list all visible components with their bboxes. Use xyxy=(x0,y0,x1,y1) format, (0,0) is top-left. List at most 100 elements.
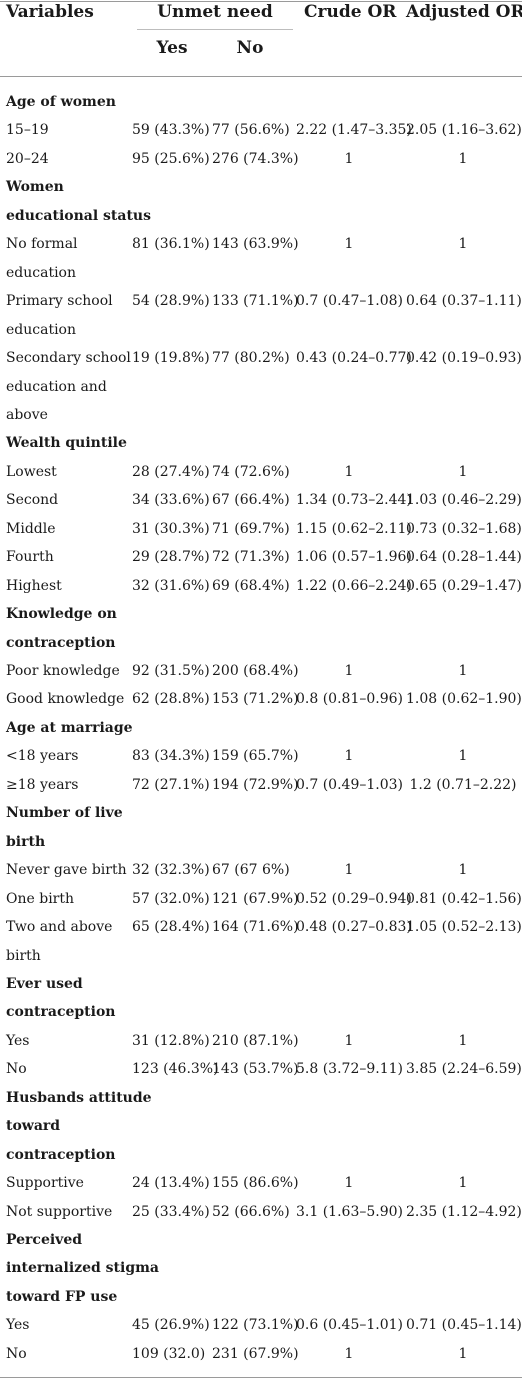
cell-adjusted-or: 1 xyxy=(458,464,468,480)
section-title: Husbands attitude xyxy=(6,1090,152,1106)
cell-yes: 32 (31.6%) xyxy=(132,578,210,594)
cell-adjusted-or: 0.65 (0.29–1.47) xyxy=(406,578,522,594)
row-label: education and xyxy=(6,379,107,395)
row-label: Secondary school xyxy=(6,350,131,366)
cell-crude-or: 1 xyxy=(344,236,354,252)
cell-adjusted-or: 0.64 (0.28–1.44) xyxy=(406,549,522,565)
section-title: Ever used xyxy=(6,976,83,992)
cell-adjusted-or: 1 xyxy=(458,1033,468,1049)
section-title: toward xyxy=(6,1118,61,1134)
cell-yes: 109 (32.0) xyxy=(132,1346,206,1362)
cell-yes: 123 (46.3%) xyxy=(132,1061,219,1077)
row-label: No xyxy=(6,1346,27,1362)
cell-adjusted-or: 0.81 (0.42–1.56) xyxy=(406,891,522,907)
cell-crude-or: 1.06 (0.57–1.96) xyxy=(296,549,412,565)
cell-yes: 31 (12.8%) xyxy=(132,1033,210,1049)
header-crude-or: Crude OR xyxy=(304,2,397,22)
row-label: Two and above xyxy=(6,919,113,935)
cell-crude-or: 1 xyxy=(344,1033,354,1049)
row-label: <18 years xyxy=(6,748,79,764)
cell-adjusted-or: 1 xyxy=(458,1346,468,1362)
cell-crude-or: 0.52 (0.29–0.94) xyxy=(296,891,412,907)
header-variables: Variables xyxy=(6,2,94,22)
cell-crude-or: 1.34 (0.73–2.44) xyxy=(296,492,412,508)
header-yes: Yes xyxy=(156,38,188,58)
cell-yes: 28 (27.4%) xyxy=(132,464,210,480)
unmet-need-rule xyxy=(137,29,293,30)
cell-yes: 45 (26.9%) xyxy=(132,1317,210,1333)
cell-adjusted-or: 1 xyxy=(458,862,468,878)
cell-crude-or: 2.22 (1.47–3.35) xyxy=(296,122,412,138)
section-title: contraception xyxy=(6,1004,116,1020)
cell-yes: 25 (33.4%) xyxy=(132,1204,210,1220)
cell-crude-or: 0.43 (0.24–0.77) xyxy=(296,350,412,366)
cell-no: 77 (80.2%) xyxy=(212,350,290,366)
cell-no: 155 (86.6%) xyxy=(212,1175,299,1191)
cell-crude-or: 1.22 (0.66–2.24) xyxy=(296,578,412,594)
cell-adjusted-or: 1 xyxy=(458,748,468,764)
cell-yes: 24 (13.4%) xyxy=(132,1175,210,1191)
row-label: Primary school xyxy=(6,293,113,309)
cell-crude-or: 1 xyxy=(344,663,354,679)
section-title: contraception xyxy=(6,635,116,651)
cell-no: 159 (65.7%) xyxy=(212,748,299,764)
cell-yes: 83 (34.3%) xyxy=(132,748,210,764)
cell-crude-or: 1.15 (0.62–2.11) xyxy=(296,521,412,537)
header-no: No xyxy=(236,38,264,58)
row-label: above xyxy=(6,407,48,423)
cell-no: 200 (68.4%) xyxy=(212,663,299,679)
cell-crude-or: 3.1 (1.63–5.90) xyxy=(296,1204,403,1220)
cell-no: 67 (66.4%) xyxy=(212,492,290,508)
cell-adjusted-or: 3.85 (2.24–6.59) xyxy=(406,1061,522,1077)
cell-no: 164 (71.6%) xyxy=(212,919,299,935)
cell-yes: 57 (32.0%) xyxy=(132,891,210,907)
row-label: 20–24 xyxy=(6,151,49,167)
row-label: Not supportive xyxy=(6,1204,113,1220)
section-title: Knowledge on xyxy=(6,606,117,622)
section-title: Women xyxy=(6,179,64,195)
row-label: Never gave birth xyxy=(6,862,127,878)
cell-no: 143 (53.7%) xyxy=(212,1061,299,1077)
cell-no: 72 (71.3%) xyxy=(212,549,290,565)
cell-crude-or: 1 xyxy=(344,151,354,167)
cell-no: 71 (69.7%) xyxy=(212,521,290,537)
cell-crude-or: 1 xyxy=(344,464,354,480)
cell-no: 210 (87.1%) xyxy=(212,1033,299,1049)
cell-adjusted-or: 2.05 (1.16–3.62) xyxy=(406,122,522,138)
row-label: Lowest xyxy=(6,464,57,480)
section-title: Age of women xyxy=(6,94,116,110)
cell-crude-or: 5.8 (3.72–9.11) xyxy=(296,1061,403,1077)
row-label: 15–19 xyxy=(6,122,49,138)
cell-crude-or: 1 xyxy=(344,862,354,878)
section-title: educational status xyxy=(6,208,151,224)
cell-adjusted-or: 0.42 (0.19–0.93) xyxy=(406,350,522,366)
header-rule xyxy=(0,76,522,77)
row-label: education xyxy=(6,265,76,281)
cell-yes: 92 (31.5%) xyxy=(132,663,210,679)
row-label: Yes xyxy=(6,1033,30,1049)
cell-yes: 81 (36.1%) xyxy=(132,236,210,252)
row-label: Yes xyxy=(6,1317,30,1333)
section-title: toward FP use xyxy=(6,1289,118,1305)
header-adjusted-or: Adjusted OR xyxy=(406,2,522,22)
cell-no: 133 (71.1%) xyxy=(212,293,299,309)
header-unmet-need: Unmet need xyxy=(157,2,273,22)
cell-no: 194 (72.9%) xyxy=(212,777,299,793)
cell-yes: 32 (32.3%) xyxy=(132,862,210,878)
cell-yes: 95 (25.6%) xyxy=(132,151,210,167)
cell-yes: 29 (28.7%) xyxy=(132,549,210,565)
cell-no: 67 (67 6%) xyxy=(212,862,290,878)
cell-adjusted-or: 1.2 (0.71–2.22) xyxy=(409,777,517,793)
row-label: No formal xyxy=(6,236,78,252)
cell-no: 276 (74.3%) xyxy=(212,151,299,167)
cell-adjusted-or: 1.03 (0.46–2.29) xyxy=(406,492,522,508)
cell-adjusted-or: 1.08 (0.62–1.90) xyxy=(406,691,522,707)
row-label: ≥18 years xyxy=(6,777,79,793)
row-label: Poor knowledge xyxy=(6,663,120,679)
cell-yes: 65 (28.4%) xyxy=(132,919,210,935)
cell-yes: 31 (30.3%) xyxy=(132,521,210,537)
row-label: One birth xyxy=(6,891,75,907)
section-title: Age at marriage xyxy=(6,720,133,736)
cell-no: 153 (71.2%) xyxy=(212,691,299,707)
